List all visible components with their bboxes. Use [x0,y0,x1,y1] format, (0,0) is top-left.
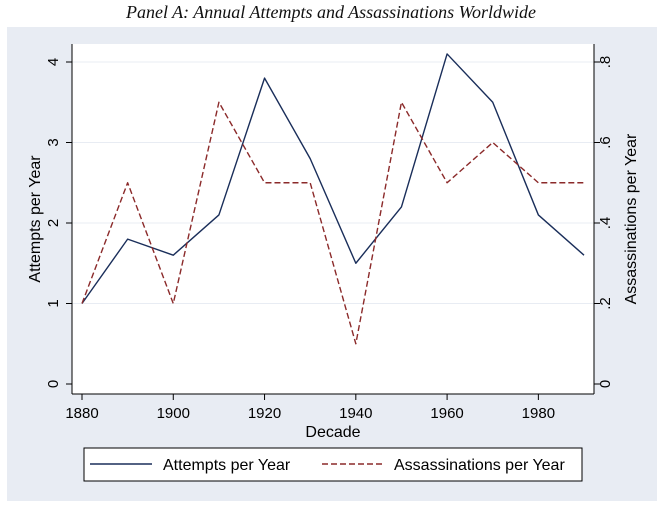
right-y-tick-label: 0 [597,380,614,388]
series-line-attempts [81,53,585,304]
legend-label-attempts: Attempts per Year [163,457,291,474]
left-y-tick-label: 1 [45,299,62,307]
x-tick-label: 1940 [339,405,372,422]
right-y-tick-label: .4 [597,217,614,230]
left-y-tick-label: 2 [45,219,62,227]
left-y-tick-label: 0 [45,380,62,388]
right-y-tick-label: .2 [597,297,614,310]
left-axis-title: Attempts per Year [27,155,44,283]
x-tick-label: 1960 [430,405,463,422]
grid-lines [72,61,594,304]
right-y-tick-label: .8 [597,56,614,69]
x-tick-label: 1980 [522,405,555,422]
legend: Attempts per Year Assassinations per Yea… [83,447,583,482]
x-tick-label: 1920 [248,405,281,422]
x-tick-label: 1900 [157,405,190,422]
series-lines [81,53,585,345]
left-y-tick-label: 4 [45,58,62,66]
x-tick-label: 1880 [65,405,98,422]
plot-area [72,44,594,394]
right-y-tick-label: .6 [597,136,614,149]
left-y-tick-label: 3 [45,138,62,146]
axis-ticks: 0 1 2 3 4 0 .2 .4 .6 .8 1880 1900 1920 1940 1960 1980 [45,56,614,422]
legend-label-assassinations: Assassinations per Year [394,457,565,474]
chart-title: Panel A: Annual Attempts and Assassinati… [125,2,536,22]
x-axis-title: Decade [305,424,360,441]
series-line-assassinations [81,101,584,345]
right-axis-title: Assassinations per Year [623,133,640,304]
